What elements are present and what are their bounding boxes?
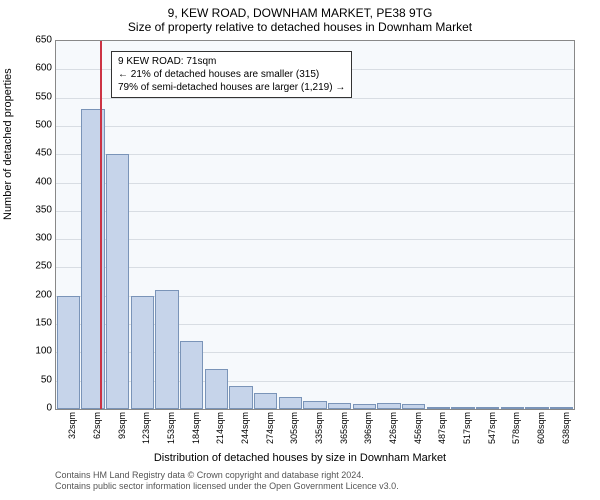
ytick-label: 100 [12,346,52,357]
histogram-bar [131,296,154,409]
histogram-bar [205,369,228,409]
ytick-label: 600 [12,63,52,74]
xtick-label: 335sqm [314,412,324,452]
histogram-bar [427,407,450,409]
attribution-text: Contains HM Land Registry data © Crown c… [55,470,399,492]
histogram-bar [550,407,573,409]
ytick-label: 50 [12,374,52,385]
ytick-label: 0 [12,403,52,414]
ytick-label: 350 [12,204,52,215]
ytick-label: 150 [12,318,52,329]
xtick-label: 62sqm [92,412,102,452]
xtick-label: 93sqm [117,412,127,452]
histogram-bar [106,154,129,409]
property-marker-line [100,41,102,409]
histogram-bar [377,403,400,409]
histogram-bar [254,393,277,409]
ytick-label: 300 [12,233,52,244]
xtick-label: 274sqm [265,412,275,452]
ytick-label: 450 [12,148,52,159]
histogram-bar [501,407,524,409]
histogram-bar [57,296,80,409]
xtick-label: 32sqm [67,412,77,452]
ytick-label: 650 [12,35,52,46]
xtick-label: 456sqm [413,412,423,452]
x-axis-label: Distribution of detached houses by size … [0,452,600,464]
xtick-label: 153sqm [166,412,176,452]
histogram-bar [525,407,548,409]
histogram-bar [229,386,252,409]
histogram-bar [180,341,203,409]
gridline-h [56,267,574,268]
xtick-label: 214sqm [215,412,225,452]
xtick-label: 547sqm [487,412,497,452]
histogram-bar [303,401,326,409]
histogram-bar [451,407,474,409]
gridline-h [56,211,574,212]
xtick-label: 305sqm [289,412,299,452]
xtick-label: 396sqm [363,412,373,452]
attribution-line1: Contains HM Land Registry data © Crown c… [55,470,399,481]
gridline-h [56,239,574,240]
xtick-label: 123sqm [141,412,151,452]
xtick-label: 244sqm [240,412,250,452]
plot-area: 9 KEW ROAD: 71sqm← 21% of detached house… [55,40,575,410]
xtick-label: 517sqm [462,412,472,452]
info-box-line: ← 21% of detached houses are smaller (31… [118,68,345,81]
ytick-label: 500 [12,119,52,130]
histogram-bar [328,403,351,409]
gridline-h [56,126,574,127]
xtick-label: 184sqm [191,412,201,452]
xtick-label: 426sqm [388,412,398,452]
xtick-label: 638sqm [561,412,571,452]
ytick-label: 250 [12,261,52,272]
info-box-line: 79% of semi-detached houses are larger (… [118,81,345,94]
histogram-bar [155,290,178,409]
attribution-line2: Contains public sector information licen… [55,481,399,492]
histogram-bar [279,397,302,409]
gridline-h [56,154,574,155]
histogram-bar [476,407,499,409]
info-box-line: 9 KEW ROAD: 71sqm [118,55,345,68]
xtick-label: 487sqm [437,412,447,452]
ytick-label: 550 [12,91,52,102]
xtick-label: 578sqm [511,412,521,452]
histogram-bar [402,404,425,409]
property-info-box: 9 KEW ROAD: 71sqm← 21% of detached house… [111,51,352,98]
ytick-label: 200 [12,289,52,300]
histogram-bar [353,404,376,409]
chart-title-line1: 9, KEW ROAD, DOWNHAM MARKET, PE38 9TG [0,0,600,20]
xtick-label: 608sqm [536,412,546,452]
gridline-h [56,183,574,184]
xtick-label: 365sqm [339,412,349,452]
ytick-label: 400 [12,176,52,187]
histogram-chart: 9, KEW ROAD, DOWNHAM MARKET, PE38 9TG Si… [0,0,600,500]
chart-title-line2: Size of property relative to detached ho… [0,20,600,34]
